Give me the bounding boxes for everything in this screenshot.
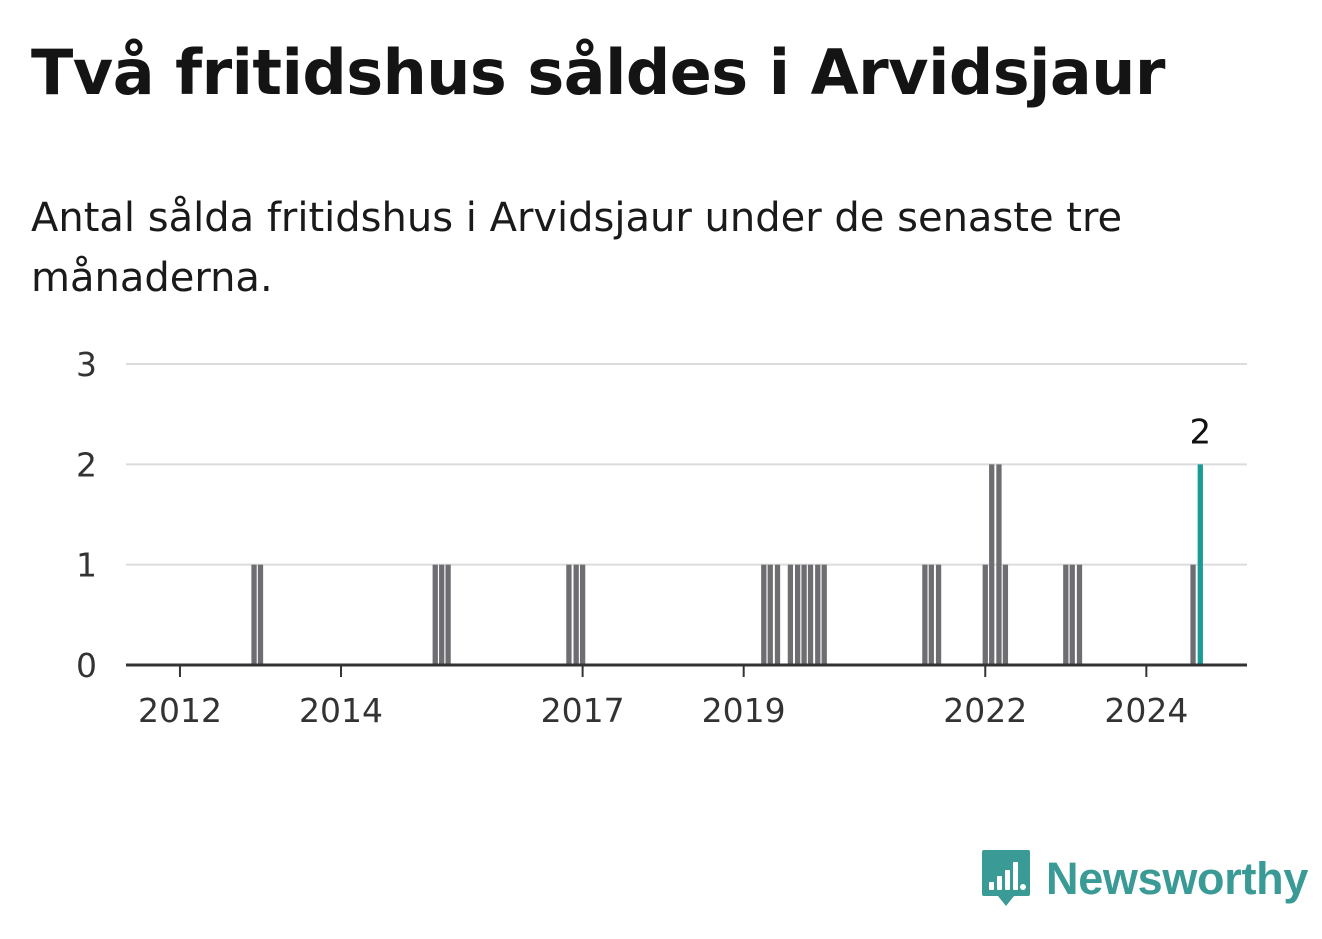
bar: [801, 564, 807, 665]
x-tick-label: 2019: [702, 691, 786, 730]
bar: [257, 564, 264, 665]
bars: [251, 464, 1203, 665]
bar: [787, 564, 794, 665]
bar: [1076, 564, 1083, 665]
page-title: Två fritidshus såldes i Arvidsjaur: [31, 36, 1165, 109]
bar: [982, 564, 988, 665]
bar: [996, 464, 1002, 665]
gridlines: [126, 363, 1247, 566]
x-tick-label: 2017: [541, 691, 625, 730]
bar: [1002, 564, 1009, 665]
chart-subtitle: Antal sålda fritidshus i Arvidsjaur unde…: [31, 195, 1123, 301]
bar: [432, 564, 438, 665]
x-tick-label: 2024: [1104, 691, 1188, 730]
bar: [767, 564, 773, 665]
bar: [1190, 564, 1196, 665]
newsworthy-logo: Newsworthy: [980, 848, 1308, 910]
y-tick-label: 3: [76, 345, 97, 384]
x-tick-label: 2014: [299, 691, 383, 730]
bar: [935, 564, 942, 665]
bar: [761, 564, 767, 665]
brand-name: Newsworthy: [1046, 853, 1309, 904]
bar-highlight: [1197, 464, 1203, 665]
y-tick-label: 1: [76, 546, 97, 585]
bar: [1063, 564, 1069, 665]
bar: [774, 564, 781, 665]
bar: [922, 564, 928, 665]
bar: [445, 564, 451, 665]
bar: [579, 564, 586, 665]
axes: [126, 663, 1247, 677]
newsworthy-logo-icon: [982, 850, 1030, 906]
bar: [566, 564, 572, 665]
bar: [573, 564, 579, 665]
labels: 0 1 2 3 2 2012 2014 2017 2019 2022 2024: [76, 345, 1211, 730]
y-tick-label: 2: [76, 445, 97, 484]
bar: [928, 564, 934, 665]
bar-value-label: 2: [1189, 412, 1211, 452]
y-tick-label: 0: [76, 646, 97, 685]
bar: [807, 564, 814, 665]
bar: [251, 564, 257, 665]
bar: [989, 464, 995, 665]
x-tick-label: 2012: [138, 691, 222, 730]
bar: [815, 564, 821, 665]
bar: [439, 564, 445, 665]
bar: [821, 564, 827, 665]
x-tick-label: 2022: [943, 691, 1027, 730]
bar: [1069, 564, 1075, 665]
bar: [794, 564, 801, 665]
